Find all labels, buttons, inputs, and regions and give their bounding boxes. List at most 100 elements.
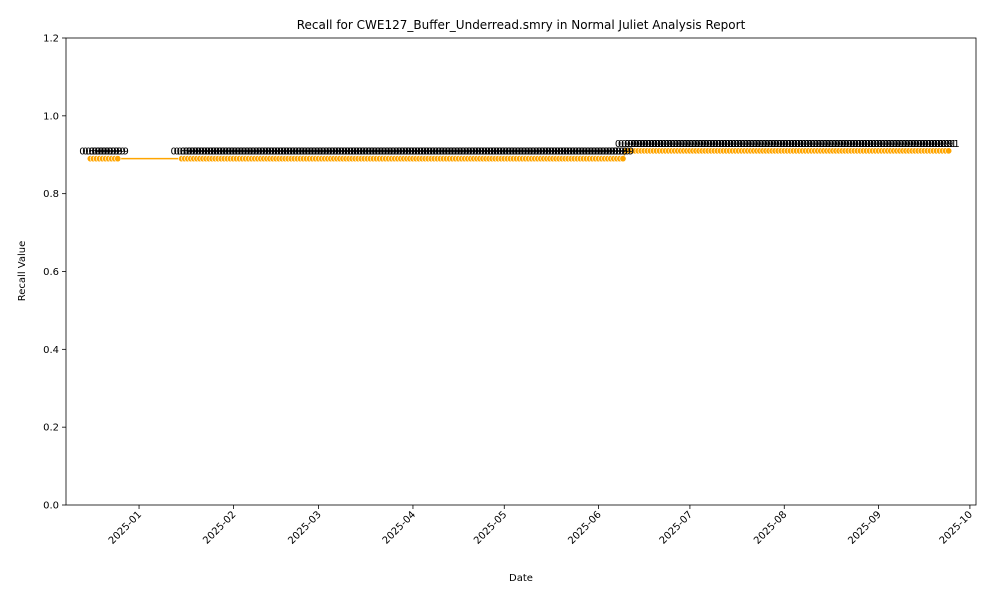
data-label: 0.89: [222, 147, 244, 158]
data-label: 0.89: [234, 147, 256, 158]
data-label: 0.91: [849, 139, 871, 150]
data-label: 0.89: [326, 147, 348, 158]
data-label: 0.89: [591, 147, 613, 158]
data-label: 0.91: [761, 139, 783, 150]
data-label: 0.89: [472, 147, 494, 158]
data-label: 0.89: [548, 147, 570, 158]
data-label: 0.89: [219, 147, 241, 158]
data-label: 0.91: [840, 139, 862, 150]
data-label: 0.89: [594, 147, 616, 158]
data-label: 0.89: [365, 147, 387, 158]
data-label: 0.89: [335, 147, 357, 158]
data-label: 0.91: [883, 139, 905, 150]
data-label: 0.89: [539, 147, 561, 158]
data-label: 0.91: [913, 139, 935, 150]
data-label: 0.89: [557, 147, 579, 158]
data-label: 0.89: [384, 147, 406, 158]
data-label: 0.89: [432, 147, 454, 158]
data-label: 0.89: [359, 147, 381, 158]
data-label: 0.89: [469, 147, 491, 158]
data-label: 0.89: [441, 147, 463, 158]
data-label: 0.91: [618, 139, 640, 150]
data-label: 0.89: [438, 147, 460, 158]
data-label: 0.91: [858, 139, 880, 150]
data-label: 0.91: [709, 139, 731, 150]
y-tick-label: 0.2: [43, 423, 59, 434]
data-label: 0.91: [791, 139, 813, 150]
data-label: 0.89: [554, 147, 576, 158]
data-label: 0.89: [508, 147, 530, 158]
data-point: [114, 155, 122, 163]
data-label: 0.89: [514, 147, 536, 158]
y-tick-label: 0.4: [43, 345, 59, 356]
data-label: 0.89: [332, 147, 354, 158]
data-label: 0.89: [225, 147, 247, 158]
data-label: 0.91: [937, 139, 959, 150]
data-label: 0.91: [654, 139, 676, 150]
data-label: 0.91: [712, 139, 734, 150]
data-label: 0.91: [828, 139, 850, 150]
data-label: 0.89: [97, 147, 119, 158]
y-tick-label: 0.8: [43, 189, 59, 200]
data-label: 0.91: [740, 139, 762, 150]
data-label: 0.91: [892, 139, 914, 150]
y-axis: 0.0 0.2 0.4 0.6 0.8 1.0 1.2: [43, 34, 66, 512]
chart-title: Recall for CWE127_Buffer_Underread.smry …: [297, 18, 746, 32]
data-label: 0.91: [852, 139, 874, 150]
data-label: 0.89: [584, 147, 606, 158]
data-label: 0.89: [417, 147, 439, 158]
data-label: 0.89: [612, 147, 634, 158]
data-label: 0.89: [265, 147, 287, 158]
data-label: 0.91: [785, 139, 807, 150]
data-label: 0.91: [648, 139, 670, 150]
data-label: 0.91: [721, 139, 743, 150]
data-label: 0.91: [703, 139, 725, 150]
data-label: 0.91: [773, 139, 795, 150]
data-label: 0.91: [746, 139, 768, 150]
data-label: 0.91: [682, 139, 704, 150]
data-label: 0.89: [533, 147, 555, 158]
data-label: 0.91: [886, 139, 908, 150]
data-label: 0.89: [101, 147, 123, 158]
data-label: 0.89: [268, 147, 290, 158]
data-label: 0.89: [463, 147, 485, 158]
data-label: 0.89: [259, 147, 281, 158]
data-label: 0.91: [782, 139, 804, 150]
data-label: 0.89: [237, 147, 259, 158]
data-label: 0.91: [685, 139, 707, 150]
data-label: 0.89: [451, 147, 473, 158]
data-label: 0.89: [457, 147, 479, 158]
data-label: 0.89: [521, 147, 543, 158]
data-label: 0.89: [88, 147, 110, 158]
data-label: 0.89: [192, 147, 214, 158]
data-label: 0.91: [758, 139, 780, 150]
data-label: 0.89: [490, 147, 512, 158]
data-label: 0.89: [91, 147, 113, 158]
data-label: 0.91: [816, 139, 838, 150]
data-label: 0.91: [679, 139, 701, 150]
data-label: 0.89: [368, 147, 390, 158]
data-label: 0.91: [931, 139, 953, 150]
data-label: 0.91: [916, 139, 938, 150]
data-label: 0.89: [353, 147, 375, 158]
data-label: 0.91: [834, 139, 856, 150]
data-label: 0.89: [104, 147, 126, 158]
y-tick-label: 1.2: [43, 34, 59, 45]
data-label: 0.91: [901, 139, 923, 150]
data-label: 0.89: [82, 147, 104, 158]
data-label: 0.89: [79, 147, 101, 158]
data-label: 0.89: [527, 147, 549, 158]
data-label: 0.91: [749, 139, 771, 150]
data-label: 0.89: [320, 147, 342, 158]
data-label: 0.89: [341, 147, 363, 158]
data-label: 0.91: [846, 139, 868, 150]
data-label: 0.89: [566, 147, 588, 158]
y-axis-label: Recall Value: [17, 241, 28, 301]
data-label: 0.91: [645, 139, 667, 150]
data-label: 0.89: [295, 147, 317, 158]
data-label: 0.89: [289, 147, 311, 158]
data-label: 0.89: [301, 147, 323, 158]
data-label: 0.89: [609, 147, 631, 158]
data-label: 0.89: [466, 147, 488, 158]
data-label: 0.91: [651, 139, 673, 150]
